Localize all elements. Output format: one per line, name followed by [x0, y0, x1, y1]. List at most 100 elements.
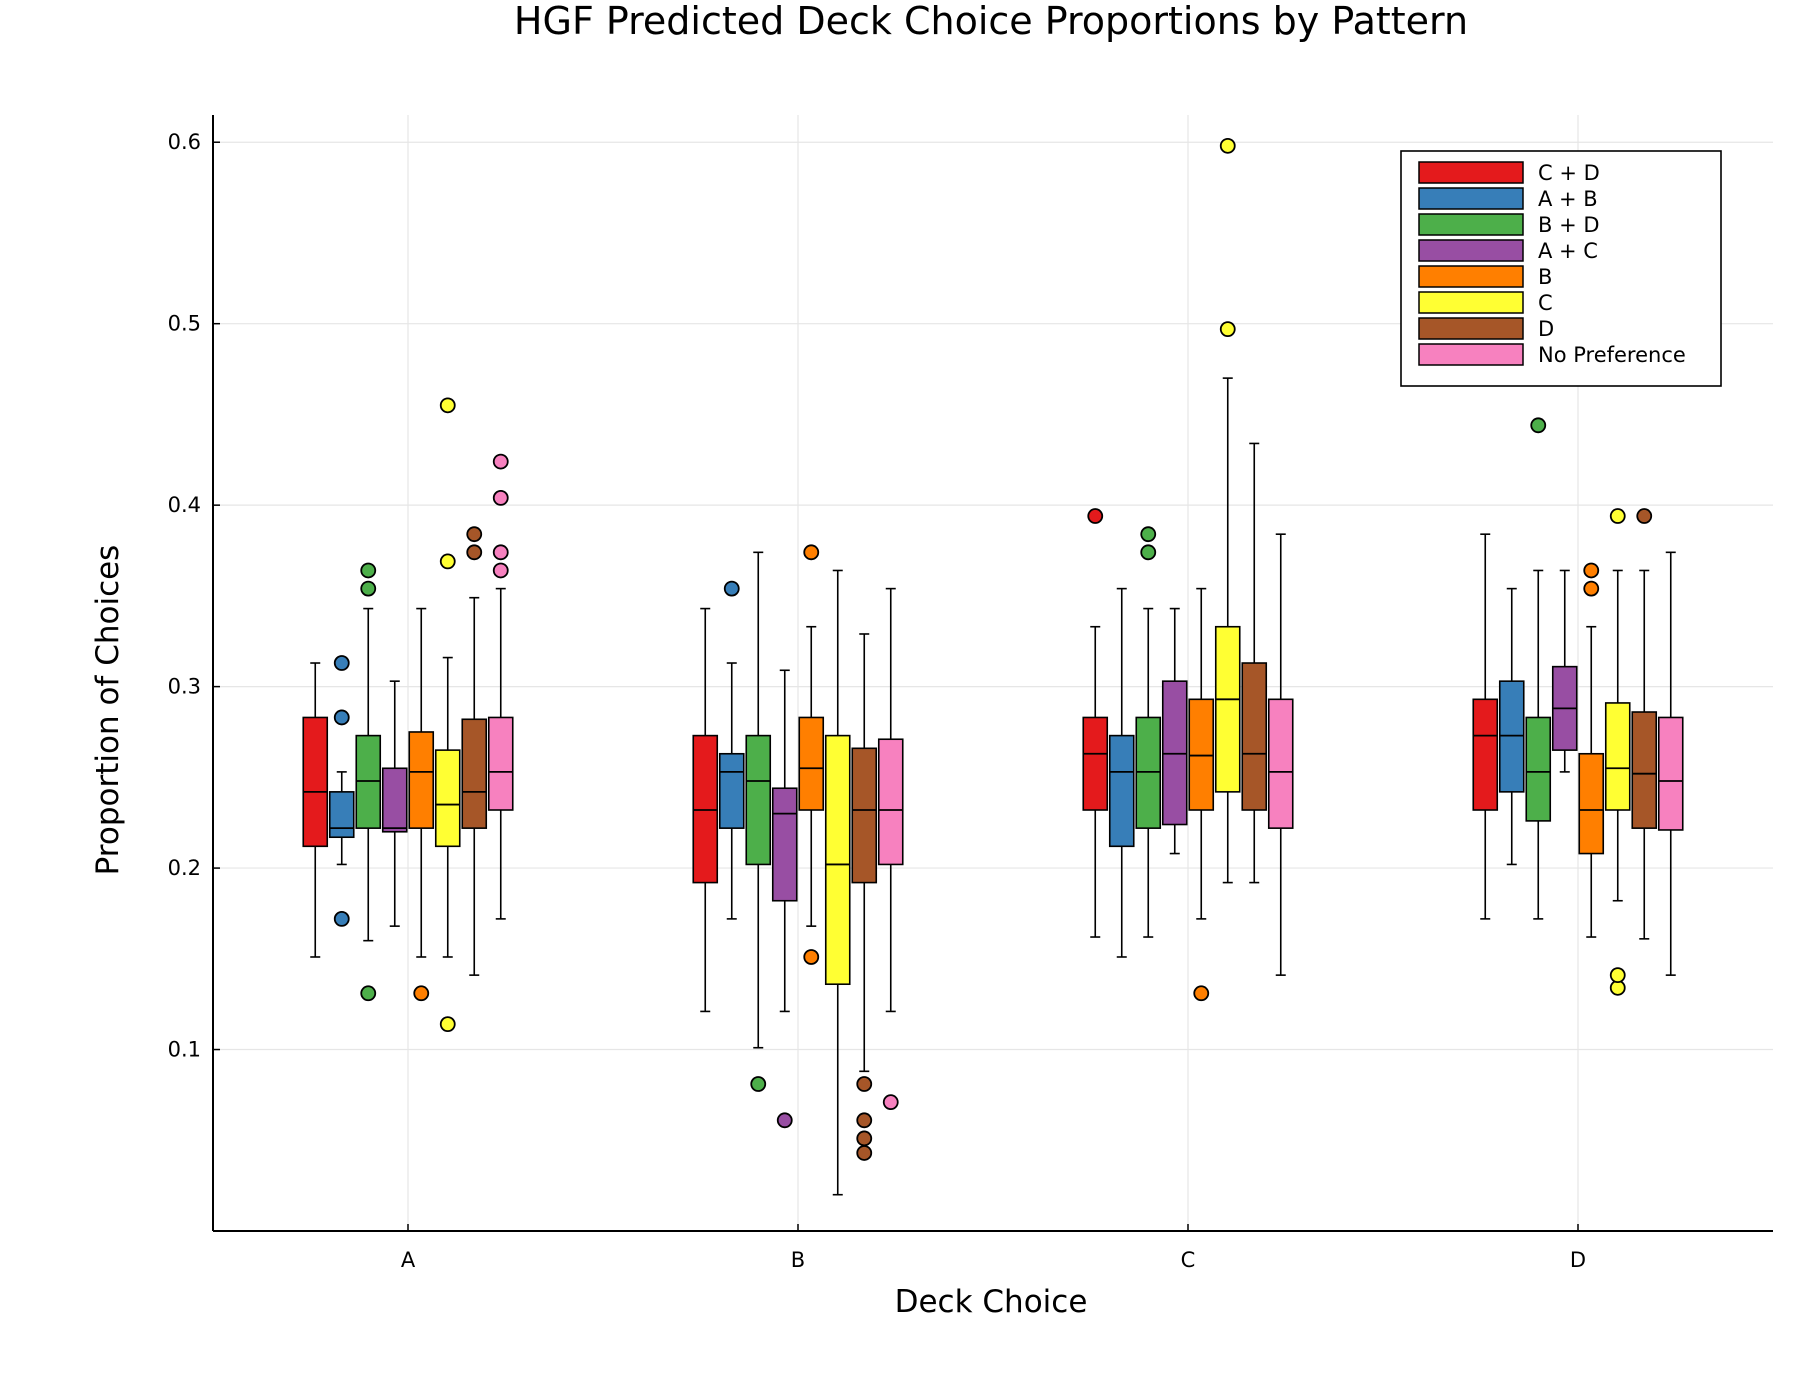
outlier-point	[439, 553, 456, 570]
legend-entry: B	[1538, 265, 1552, 289]
box-iqr	[1604, 702, 1631, 811]
box-iqr	[1267, 698, 1294, 829]
outlier-point	[492, 489, 509, 506]
outlier-point	[492, 562, 509, 579]
outlier-point	[1140, 544, 1157, 561]
outlier-point	[1530, 417, 1547, 434]
legend-entry: C	[1538, 291, 1553, 315]
legend-swatch	[1418, 239, 1524, 262]
outlier-point	[333, 655, 350, 671]
outlier-point	[856, 1112, 873, 1129]
outlier-point	[333, 709, 350, 726]
y-axis-label: Proportion of Choices	[90, 545, 126, 876]
box-iqr	[771, 787, 798, 902]
y-tick-label: 0.2	[168, 856, 201, 880]
grid-lines	[213, 115, 1773, 1231]
box-iqr	[1241, 662, 1268, 811]
outlier-point	[1140, 526, 1157, 543]
legend-entry: B + D	[1538, 213, 1600, 237]
legend-entry: A + B	[1538, 187, 1598, 211]
box-iqr	[692, 734, 719, 884]
outlier-point	[360, 985, 377, 1002]
y-tick-label: 0.4	[168, 493, 201, 517]
x-tick-label: D	[1570, 1248, 1586, 1272]
outlier-point	[360, 562, 377, 579]
outlier-point	[466, 526, 483, 543]
outlier-point	[413, 985, 430, 1002]
series-c	[434, 137, 1631, 1196]
box-iqr	[408, 731, 435, 829]
box-iqr	[1188, 698, 1215, 811]
legend-entry: No Preference	[1538, 343, 1686, 367]
y-tick-label: 0.1	[168, 1038, 201, 1062]
legend-swatch	[1418, 187, 1524, 210]
outlier-point	[492, 544, 509, 561]
outlier-point	[439, 397, 456, 414]
chart-title: HGF Predicted Deck Choice Proportions by…	[514, 0, 1468, 43]
box-iqr	[434, 749, 461, 848]
x-tick-label: A	[401, 1248, 416, 1272]
box-iqr	[1082, 716, 1109, 811]
box-iqr	[1108, 734, 1135, 848]
series-d	[461, 442, 1658, 1161]
outlier-point	[360, 580, 377, 597]
legend-entry: D	[1538, 317, 1554, 341]
box-iqr	[745, 734, 772, 866]
y-tick-label: 0.5	[168, 312, 201, 336]
x-tick-label: B	[791, 1248, 805, 1272]
box-iqr	[824, 734, 851, 986]
outlier-point	[1219, 137, 1236, 154]
box-iqr	[355, 734, 382, 829]
legend-swatch	[1418, 291, 1524, 314]
box-iqr	[1525, 716, 1552, 822]
outlier-point	[882, 1094, 899, 1111]
box-iqr	[851, 747, 878, 884]
outlier-point	[1193, 985, 1210, 1002]
box-iqr	[1498, 680, 1525, 793]
box-iqr	[1578, 752, 1605, 855]
box-iqr	[1657, 716, 1684, 831]
y-tick-label: 0.3	[168, 675, 201, 699]
box-iqr	[1135, 716, 1162, 829]
box-series-group	[302, 137, 1684, 1196]
outlier-point	[856, 1076, 873, 1092]
outlier-point	[1583, 580, 1600, 597]
outlier-point	[333, 910, 350, 927]
series-a-c	[381, 569, 1578, 1129]
outlier-point	[439, 1016, 456, 1033]
box-iqr	[461, 718, 488, 829]
outlier-point	[856, 1130, 873, 1147]
box-iqr	[1214, 625, 1241, 793]
legend-swatch	[1418, 213, 1524, 236]
y-tick-label: 0.6	[168, 130, 201, 154]
outlier-point	[492, 453, 509, 470]
box-iqr	[718, 752, 745, 829]
box-iqr	[487, 716, 514, 811]
outlier-point	[1609, 508, 1626, 524]
series-b-d	[355, 417, 1552, 1092]
outlier-point	[1219, 321, 1236, 338]
outlier-point	[1636, 508, 1653, 524]
legend-swatch	[1418, 161, 1524, 184]
legend-entry: A + C	[1538, 239, 1598, 263]
series-c-d	[302, 508, 1499, 1013]
series-b	[408, 544, 1605, 1002]
series-no-preference	[487, 453, 1684, 1111]
outlier-point	[803, 949, 820, 965]
axes: 0.10.20.30.40.50.6A B C D	[168, 115, 1773, 1272]
legend-swatch	[1418, 317, 1524, 340]
outlier-point	[856, 1145, 873, 1161]
legend-swatch	[1418, 265, 1524, 288]
x-tick-label: C	[1181, 1248, 1196, 1272]
legend-swatch	[1418, 343, 1524, 366]
outlier-point	[803, 544, 820, 561]
box-iqr	[877, 738, 904, 866]
box-iqr	[302, 716, 329, 848]
legend-entry: C + D	[1538, 161, 1600, 185]
box-iqr	[798, 716, 825, 811]
series-a-b	[328, 580, 1525, 958]
box-iqr	[1472, 698, 1499, 811]
outlier-point	[750, 1076, 767, 1092]
